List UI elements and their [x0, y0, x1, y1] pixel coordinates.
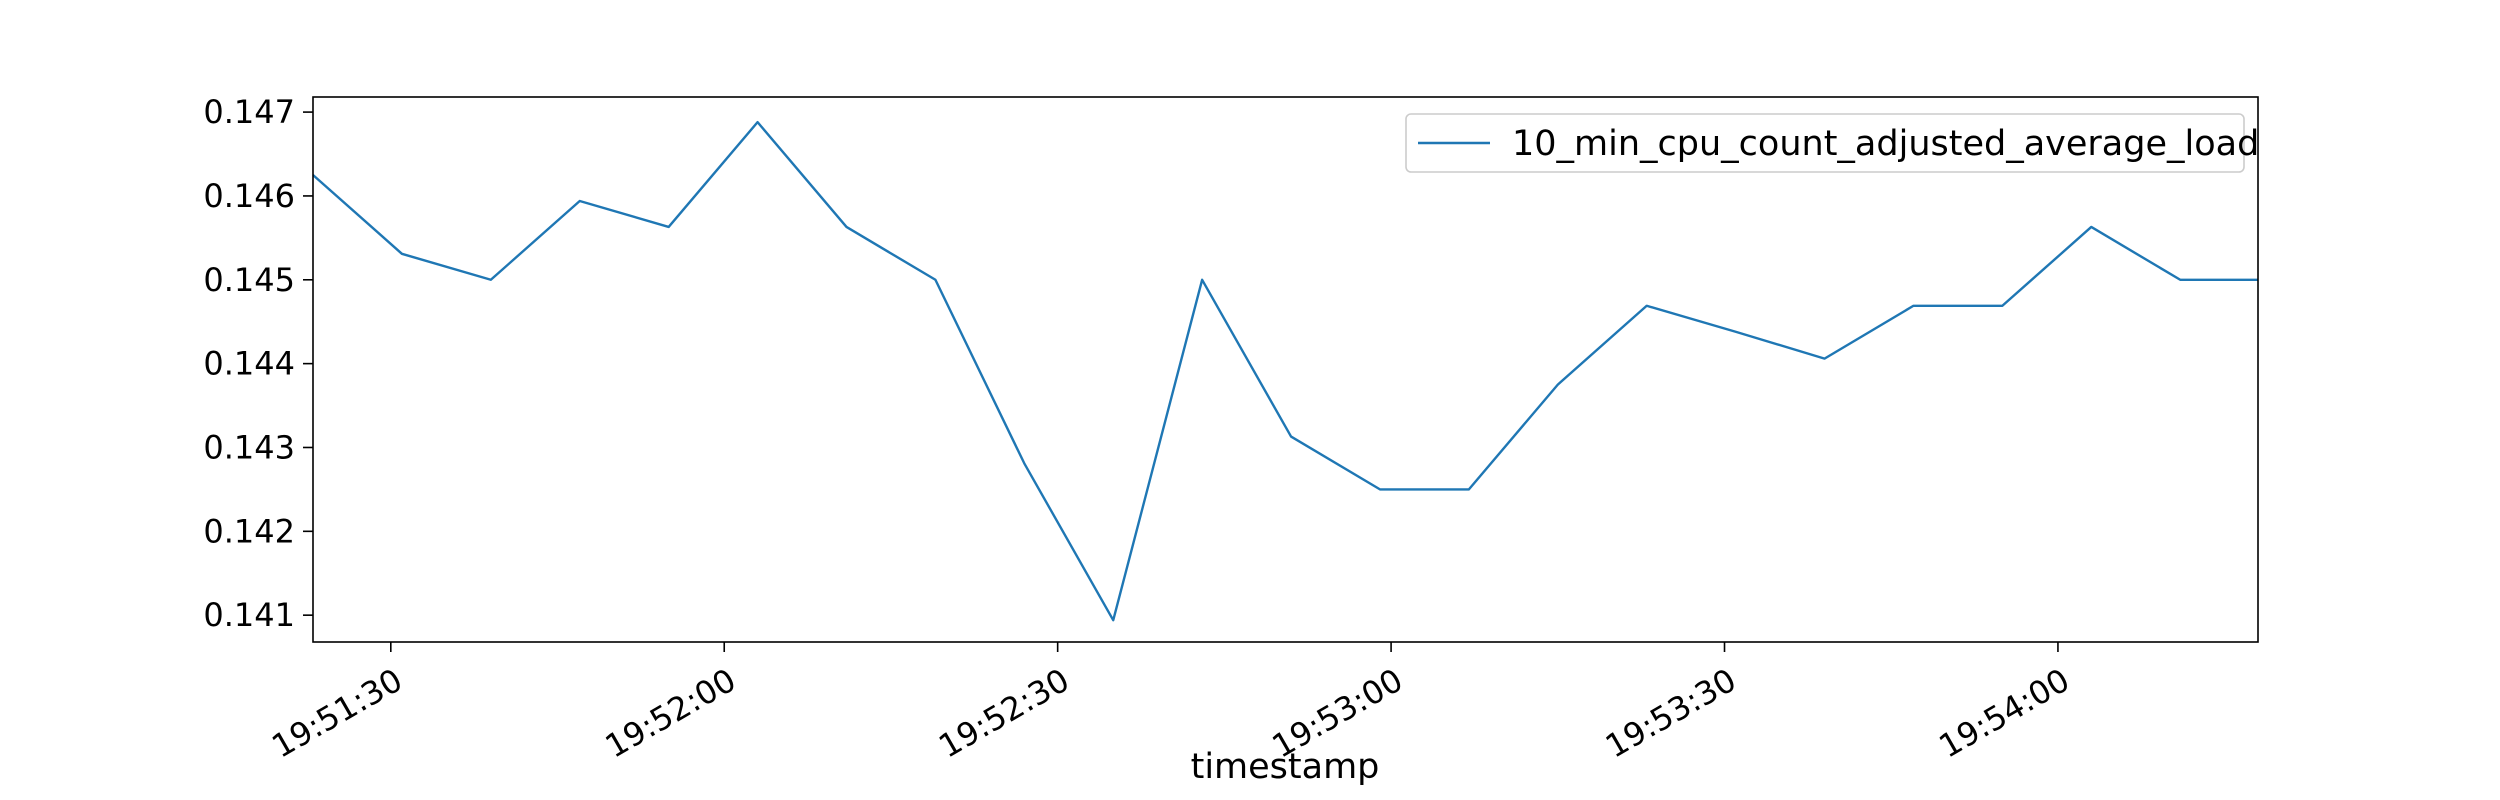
- legend-label: 10_min_cpu_count_adjusted_average_load: [1512, 124, 2259, 164]
- axes-frame: [312, 96, 2259, 643]
- x-axis-title: timestamp: [1191, 747, 1380, 787]
- legend: 10_min_cpu_count_adjusted_average_load: [1405, 113, 2259, 173]
- legend-box: [1405, 113, 2245, 173]
- plot-area: [312, 120, 2258, 622]
- y-tick-label-5: 0.146: [203, 177, 295, 215]
- y-tick-label-1: 0.142: [203, 512, 295, 550]
- y-tick-label-3: 0.144: [203, 345, 295, 383]
- series-line: [312, 120, 2258, 622]
- y-axis: 0.141 0.142 0.143 0.144 0.145 0.146 0.147: [203, 93, 313, 634]
- y-tick-label-0: 0.141: [203, 596, 295, 634]
- y-tick-label-6: 0.147: [203, 93, 295, 131]
- y-tick-label-2: 0.143: [203, 428, 295, 466]
- y-tick-label-4: 0.145: [203, 261, 295, 299]
